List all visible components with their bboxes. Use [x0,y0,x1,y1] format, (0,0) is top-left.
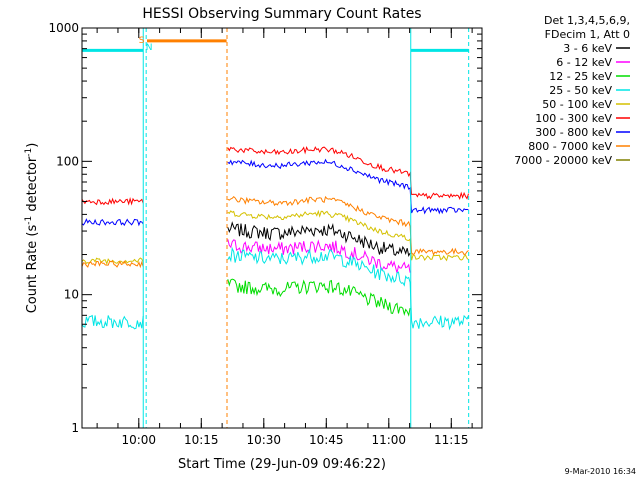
series-line-800-7000-kev [81,195,469,269]
x-axis: 10:00 10:15 10:30 10:45 11:00 11:15 [96,28,473,447]
legend-title-1: Det 1,3,4,5,6,9, [544,14,630,27]
timestamp: 9-Mar-2010 16:34 [565,467,636,476]
series-layer [81,146,469,331]
legend-label-100-300-kev: 100 - 300 keV [535,112,612,125]
annotation-n: N [146,43,153,53]
x-tick-label: 10:00 [121,433,156,447]
legend-label-300-800-kev: 300 - 800 keV [535,126,612,139]
x-tick-label: 10:15 [184,433,219,447]
y-tick-label: 1 [71,421,79,435]
series-line-3-6-kev [227,221,411,258]
y-tick-label: 100 [56,154,79,168]
legend-label-12-25-kev: 12 - 25 keV [549,70,612,83]
y-axis: 1 10 100 1000 [48,21,482,435]
legend-label-6-12-kev: 6 - 12 keV [556,56,612,69]
series-line-12-25-kev [227,278,411,317]
x-tick-label: 10:30 [246,433,281,447]
legend-label-7000-20000-kev: 7000 - 20000 keV [514,154,612,167]
x-axis-label: Start Time (29-Jun-09 09:46:22) [178,457,386,472]
series-line-50-100-kev [81,209,469,266]
x-tick-label: 11:00 [371,433,406,447]
marker-layer: SN [82,28,470,428]
legend-title-2: FDecim 1, Att 0 [545,28,630,41]
x-tick-label: 10:45 [309,433,344,447]
series-line-100-300-kev [81,146,469,206]
legend: Det 1,3,4,5,6,9, FDecim 1, Att 0 3 - 6 k… [514,14,630,167]
y-axis-label: Count Rate (s-1 detector-1) [24,143,40,314]
y-tick-label: 10 [64,288,79,302]
series-line-300-800-kev [81,158,469,227]
legend-label-25-50-kev: 25 - 50 keV [549,84,612,97]
series-line-6-12-kev [227,239,411,274]
y-tick-label: 1000 [48,21,79,35]
legend-label-50-100-kev: 50 - 100 keV [542,98,612,111]
annotation-s: S [139,36,145,46]
series-line-25-50-kev [81,246,469,331]
legend-label-800-7000-kev: 800 - 7000 keV [528,140,612,153]
legend-label-3-6-kev: 3 - 6 keV [563,42,612,55]
plot-frame [81,27,483,429]
chart-title: HESSI Observing Summary Count Rates [142,6,421,22]
x-tick-label: 11:15 [434,433,469,447]
